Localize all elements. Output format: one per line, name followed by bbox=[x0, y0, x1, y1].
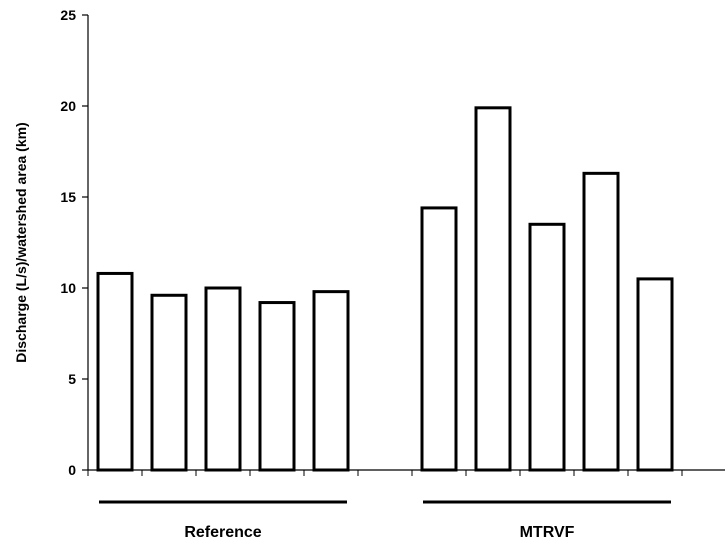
bar bbox=[312, 290, 350, 472]
group-markers: Reference MTRVF bbox=[99, 500, 671, 541]
bar bbox=[474, 106, 512, 472]
y-tick-label: 5 bbox=[68, 371, 76, 387]
bar bbox=[582, 171, 620, 472]
bar bbox=[150, 293, 188, 472]
bar bbox=[258, 301, 296, 472]
y-axis: 0 5 10 15 20 25 bbox=[60, 7, 89, 478]
y-tick-label: 20 bbox=[60, 98, 76, 114]
group-label: Reference bbox=[184, 524, 261, 541]
y-tick-label: 10 bbox=[60, 280, 76, 296]
y-tick-label: 0 bbox=[68, 462, 76, 478]
group-label: MTRVF bbox=[520, 524, 575, 541]
y-tick-label: 25 bbox=[60, 7, 76, 23]
y-axis-title: Discharge (L/s)/watershed area (km) bbox=[13, 122, 29, 362]
bar bbox=[96, 271, 134, 472]
bar bbox=[636, 277, 674, 472]
y-tick-label: 15 bbox=[60, 189, 76, 205]
bar bbox=[420, 206, 458, 472]
bar bbox=[528, 222, 566, 472]
bars bbox=[96, 106, 674, 472]
bar bbox=[204, 286, 242, 472]
